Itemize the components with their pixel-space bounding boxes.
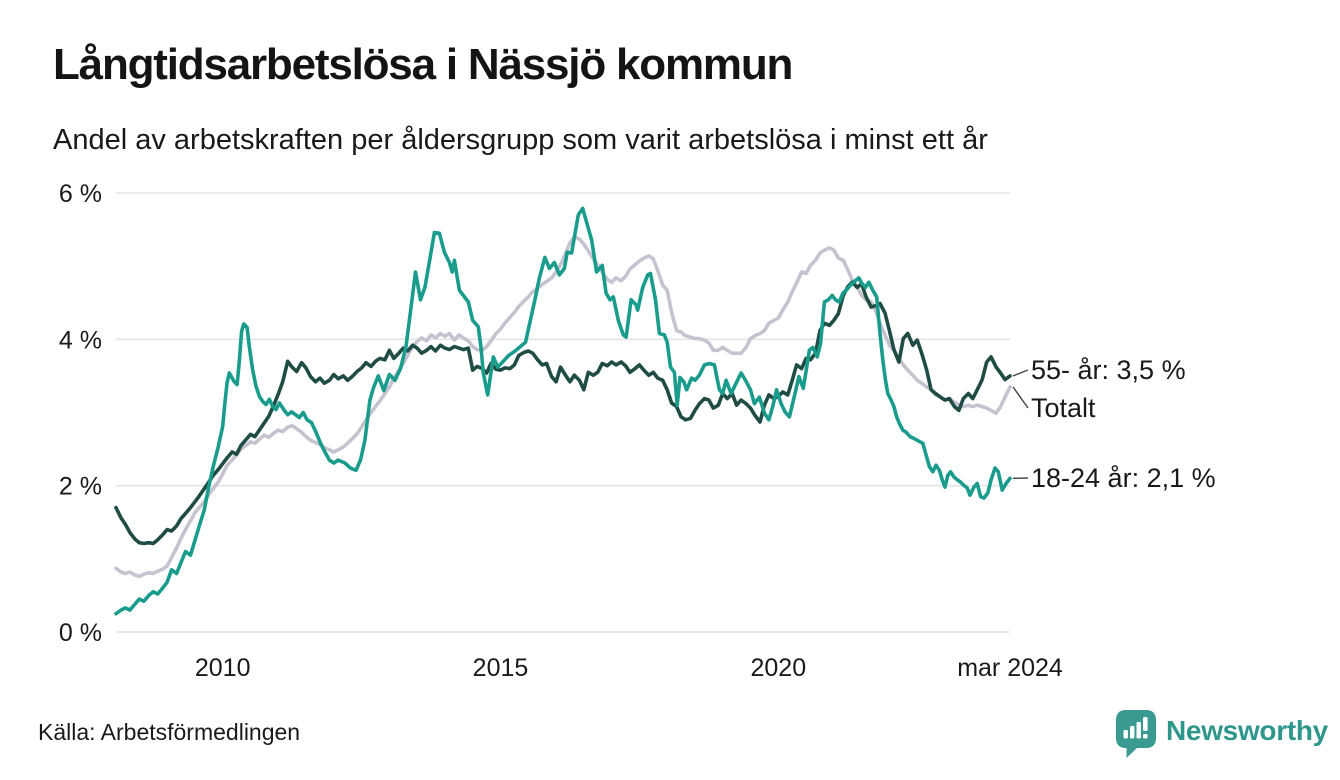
x-axis-label: 2010: [195, 654, 251, 682]
newsworthy-logo: Newsworthy: [1115, 709, 1328, 759]
leader-totalt: [1012, 386, 1029, 409]
page-title: Långtidsarbetslösa i Nässjö kommun: [53, 40, 793, 89]
y-axis-label: 4 %: [59, 326, 102, 354]
speech-bubble-bar-chart-icon: [1116, 710, 1156, 758]
chart-subtitle: Andel av arbetskraften per åldersgrupp s…: [53, 124, 988, 156]
x-axis-label: 2015: [473, 654, 529, 682]
series-line-18-24-r: [114, 206, 1012, 616]
series-line-totalt: [114, 235, 1012, 579]
source-note: Källa: Arbetsförmedlingen: [38, 719, 301, 745]
leader-55-ar: [1012, 369, 1029, 377]
x-axis-label: 2020: [750, 654, 806, 682]
series-line-55-r: [114, 280, 1012, 546]
brand-name: Newsworthy: [1166, 715, 1328, 746]
y-axis-label: 2 %: [59, 473, 102, 501]
chart-area: 6 % 4 % 2 % 0 % 2010 2015 2020 mar 2024: [59, 180, 1063, 682]
end-label-18-24-ar: 18-24 år: 2,1 %: [1031, 463, 1216, 493]
end-label-totalt: Totalt: [1031, 393, 1096, 423]
x-axis-label: mar 2024: [957, 654, 1063, 682]
end-label-55-ar: 55- år: 3,5 %: [1031, 355, 1186, 385]
y-axis-label: 6 %: [59, 180, 102, 208]
y-axis-label: 0 %: [59, 619, 102, 647]
